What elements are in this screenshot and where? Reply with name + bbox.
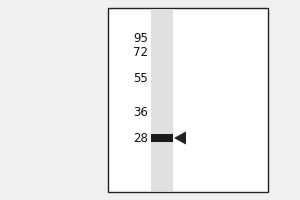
Bar [108, 8, 268, 192]
Polygon shape [174, 131, 186, 145]
Bar [151, 9, 173, 191]
Text: 95: 95 [133, 31, 148, 45]
Text: 72: 72 [133, 46, 148, 58]
Text: 36: 36 [133, 106, 148, 118]
Bar [151, 134, 173, 142]
Text: 55: 55 [133, 72, 148, 84]
Text: 28: 28 [133, 132, 148, 144]
